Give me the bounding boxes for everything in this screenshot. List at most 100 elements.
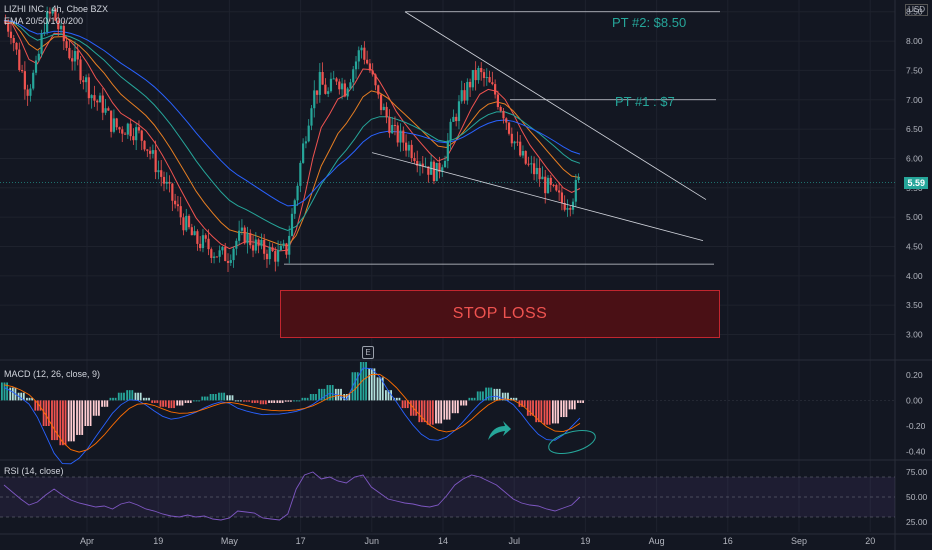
candle-body (427, 166, 430, 175)
candle-body (413, 158, 416, 162)
macd-bar (114, 397, 117, 401)
candle-body (449, 121, 452, 141)
candle-body (265, 253, 269, 260)
candle-body (421, 163, 424, 167)
candle-body (190, 227, 193, 236)
ema-line (3, 20, 581, 232)
pt2-label: PT #2: $8.50 (612, 15, 687, 30)
candle-body (18, 49, 21, 70)
macd-bar (173, 400, 175, 409)
candle-body (407, 144, 410, 151)
x-tick-label: Jun (365, 536, 380, 546)
y-tick-label: 6.50 (906, 124, 923, 134)
x-tick-label: 17 (296, 536, 306, 546)
candle-body (338, 81, 341, 90)
candle-body (32, 72, 35, 89)
macd-bar (251, 400, 254, 403)
candle-body (199, 243, 202, 249)
candle-body (146, 149, 149, 151)
macd-bar (512, 397, 515, 401)
candle-body (446, 140, 449, 161)
candle-body (519, 141, 522, 156)
candle-body (474, 69, 477, 81)
candle-body (558, 190, 561, 193)
candle-body (140, 130, 143, 141)
macd-bar (117, 392, 120, 401)
macd-bar (507, 392, 509, 401)
macd-bar (56, 400, 59, 441)
macd-bar (178, 400, 181, 406)
candle-body (296, 185, 299, 201)
macd-bar (423, 400, 426, 423)
candle-body (488, 77, 491, 83)
candle-body (349, 82, 352, 89)
macd-bar (548, 400, 551, 425)
candle-body (54, 8, 57, 21)
candle-body (268, 247, 271, 260)
macd-bar (3, 382, 6, 401)
candle-body (157, 170, 160, 173)
candle-body (466, 81, 469, 101)
trendlines (284, 11, 720, 265)
macd-bar (28, 397, 31, 401)
candle-body (544, 176, 547, 194)
candle-body (443, 160, 447, 168)
macd-bar (471, 397, 473, 401)
macd-bar (64, 400, 67, 446)
macd-bar (214, 394, 217, 401)
macd-bar (106, 400, 109, 407)
y-tick-label: 3.50 (906, 300, 923, 310)
candle-body (368, 63, 372, 71)
candle-body (335, 78, 338, 82)
macd-bar (101, 400, 103, 407)
candle-body (251, 245, 255, 251)
macd-bar (220, 392, 223, 401)
macd-bar (231, 395, 234, 401)
candle-body (385, 106, 388, 118)
macd-bar (9, 387, 12, 401)
candle-body (524, 151, 527, 164)
macd-bar (243, 400, 245, 402)
candle-body (546, 177, 550, 194)
y-tick-label: 8.50 (906, 7, 923, 17)
candle-body (541, 176, 544, 180)
rsi-legend: RSI (14, close) (4, 466, 64, 476)
candle-body (235, 240, 238, 249)
macd-bar (193, 400, 195, 402)
macd-bar (26, 397, 28, 401)
macd-bar (476, 391, 479, 401)
macd-bar (131, 390, 134, 401)
candle-body (555, 185, 558, 191)
earnings-icon[interactable]: E (362, 346, 374, 359)
macd-bar (537, 400, 540, 423)
candle-body (260, 239, 263, 246)
macd-bar (92, 400, 95, 416)
candle-body (471, 69, 474, 88)
candle-body (196, 231, 199, 244)
candle-body (48, 11, 52, 14)
macd-bar (320, 388, 323, 401)
macd-bar (126, 390, 129, 401)
rsi-tick-label: 25.00 (906, 517, 928, 527)
macd-bar (206, 396, 209, 401)
macd-bar (6, 382, 8, 401)
macd-bar (381, 377, 384, 401)
candle-body (148, 150, 152, 154)
macd-bar (501, 392, 504, 401)
macd-bar (53, 400, 56, 441)
x-tick-label: Jul (508, 536, 520, 546)
upper-wedge-line (404, 11, 707, 200)
candle-body (46, 11, 49, 33)
macd-bar (359, 362, 362, 401)
ema-line (3, 20, 581, 247)
macd-bar (226, 395, 229, 401)
y-tick-label: 4.50 (906, 241, 923, 251)
macd-bar (89, 400, 92, 426)
highlight-ellipse (548, 430, 596, 454)
macd-bar (340, 388, 342, 401)
candle-body (485, 77, 488, 79)
macd-bar (201, 396, 204, 401)
macd-bar (137, 392, 139, 401)
candle-body (396, 125, 399, 143)
